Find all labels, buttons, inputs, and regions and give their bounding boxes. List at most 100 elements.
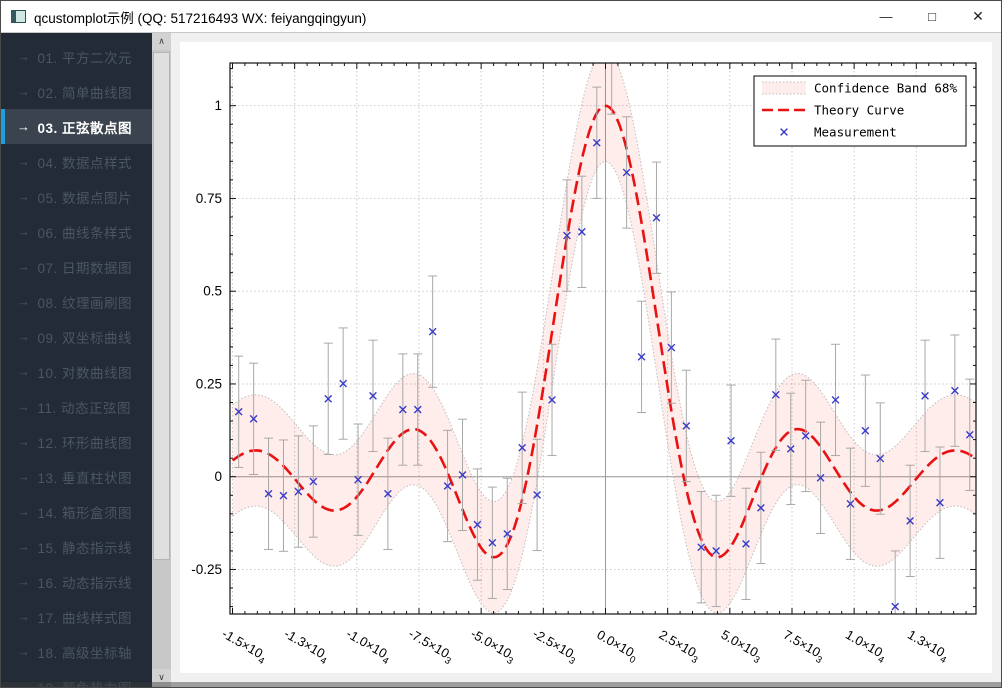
sidebar-item-label: 07. 日期数据图 [37,260,133,276]
svg-text:5.0×103: 5.0×103 [717,627,766,666]
sidebar-item-17[interactable]: → 17. 曲线样式图 [1,599,152,634]
sidebar-item-06[interactable]: → 06. 曲线条样式 [1,214,152,249]
legend-band-swatch [762,82,806,94]
svg-text:-5.0×103: -5.0×103 [466,626,519,667]
main-area: 1 0.75 0.5 0.25 0 -0.25 -1.5×104 -1.3×104 -1.0×1… [171,33,1001,687]
sidebar-item-12[interactable]: → 12. 环形曲线图 [1,424,152,459]
arrow-icon: → [17,609,31,624]
sidebar-item-04[interactable]: → 04. 数据点样式 [1,144,152,179]
arrow-icon: → [17,259,31,274]
sidebar-item-08[interactable]: → 08. 纹理画刷图 [1,284,152,319]
x-tick-label: 1.0×104 [841,627,890,666]
sidebar-item-label: 01. 平方二次元 [37,50,133,66]
plot-data [231,63,976,614]
legend-box [753,75,967,147]
maximize-button[interactable]: □ [928,9,936,24]
arrow-icon: → [17,504,31,519]
legend: Confidence Band 68% Theory Curve Measureme… [753,75,967,147]
sidebar-item-07[interactable]: → 07. 日期数据图 [1,249,152,284]
scroll-up-icon[interactable]: ∧ [152,33,171,50]
sidebar-item-label: 04. 数据点样式 [37,155,133,171]
window-controls: — □ ✕ [863,1,1001,32]
legend-label: Confidence Band 68% [814,81,957,96]
measurement-points [234,138,974,611]
sidebar-item-11[interactable]: → 11. 动态正弦图 [1,389,152,424]
sidebar-item-18[interactable]: → 18. 高级坐标轴 [1,634,152,669]
y-tick-label: -0.25 [191,562,222,577]
legend-cross-swatch [780,128,788,136]
arrow-icon: → [17,119,31,134]
scrollbar-thumb[interactable] [153,52,170,560]
window-title: qcustomplot示例 (QQ: 517216493 WX: feiyang… [34,10,367,26]
tick-marks [230,63,976,614]
x-tick-label: 1.3×104 [903,627,952,666]
sidebar-scrollbar[interactable]: ∧ ∨ [152,33,171,687]
arrow-icon: → [17,224,31,239]
sidebar-item-label: 14. 箱形盒须图 [37,505,133,521]
sidebar-item-label: 17. 曲线样式图 [37,610,133,626]
svg-text:-1.3×104: -1.3×104 [280,626,333,667]
arrow-icon: → [17,434,31,449]
sidebar-item-label: 11. 动态正弦图 [37,400,132,416]
sidebar-item-19[interactable]: → 19. 颜色热力图 [1,669,152,687]
sidebar-item-03[interactable]: → 03. 正弦散点图 [1,109,152,144]
svg-text:-7.5×103: -7.5×103 [404,626,457,667]
sidebar-item-label: 09. 双坐标曲线 [37,330,133,346]
arrow-icon: → [17,329,31,344]
y-tick-label: 0.5 [203,284,222,299]
confidence-band-lower-edge [232,160,976,614]
sidebar-item-13[interactable]: → 13. 垂直柱状图 [1,459,152,494]
arrow-icon: → [17,294,31,309]
y-tick-label: 0.75 [196,191,222,206]
arrow-icon: → [17,469,31,484]
sidebar-item-10[interactable]: → 10. 对数曲线图 [1,354,152,389]
sidebar-item-label: 13. 垂直柱状图 [37,470,133,486]
x-tick-label: -7.5×103 [404,626,457,667]
sidebar-item-label: 10. 对数曲线图 [37,365,133,381]
theory-curve [231,104,976,559]
sidebar-item-label: 19. 颜色热力图 [38,677,133,688]
svg-text:-1.0×104: -1.0×104 [342,626,395,667]
sidebar-item-16[interactable]: → 16. 动态指示线 [1,564,152,599]
sidebar-item-09[interactable]: → 09. 双坐标曲线 [1,319,152,354]
x-axis-labels: -1.5×104-1.3×104-1.0×104-7.5×103-5.0×103… [217,626,952,667]
arrow-icon: → [17,49,31,64]
x-tick-label: 0.0×100 [592,627,641,666]
svg-text:7.5×103: 7.5×103 [779,627,828,666]
svg-text:-1.5×104: -1.5×104 [217,626,270,667]
arrow-icon: → [17,154,31,169]
plot-widget[interactable]: 1 0.75 0.5 0.25 0 -0.25 -1.5×104 -1.3×104 -1.0×1… [180,42,992,673]
sidebar-item-label: 03. 正弦散点图 [37,120,133,136]
scroll-down-icon[interactable]: ∨ [152,669,171,686]
svg-text:2.5×103: 2.5×103 [655,627,704,666]
legend-label: Measurement [814,125,897,140]
sinc-scatter-chart[interactable]: 1 0.75 0.5 0.25 0 -0.25 -1.5×104-1.3×104-1.0×1… [180,42,992,673]
sidebar-item-14[interactable]: → 14. 箱形盒须图 [1,494,152,529]
arrow-icon: → [17,644,31,659]
sidebar-item-15[interactable]: → 15. 静态指示线 [1,529,152,564]
app-icon [11,10,26,23]
sidebar-item-05[interactable]: → 05. 数据点图片 [1,179,152,214]
y-tick-label: 1 [214,98,222,113]
x-tick-label: -1.0×104 [342,626,395,667]
x-tick-label: -5.0×103 [466,626,519,667]
sidebar-item-02[interactable]: → 02. 简单曲线图 [1,74,152,109]
sidebar-menu: → 01. 平方二次元 → 02. 简单曲线图 → 03. 正弦散点图 → 04. 数据点样式… [1,33,152,687]
sidebar-item-label: 08. 纹理画刷图 [37,295,133,311]
minimize-button[interactable]: — [879,9,893,24]
x-tick-label: -1.3×104 [280,626,333,667]
close-button[interactable]: ✕ [972,8,984,24]
y-tick-label: 0 [214,469,222,484]
confidence-band [232,63,976,613]
title-bar: qcustomplot示例 (QQ: 517216493 WX: feiyang… [1,1,1001,33]
arrow-icon: → [17,574,31,589]
x-tick-label: 2.5×103 [655,627,704,666]
arrow-icon: → [17,539,31,554]
x-tick-label: 5.0×103 [717,627,766,666]
sidebar-item-01[interactable]: → 01. 平方二次元 [1,39,152,74]
sidebar-item-label: 02. 简单曲线图 [37,85,133,101]
arrow-icon: → [17,399,31,414]
sidebar-item-label: 16. 动态指示线 [37,575,133,591]
confidence-band-upper-edge [232,63,976,503]
